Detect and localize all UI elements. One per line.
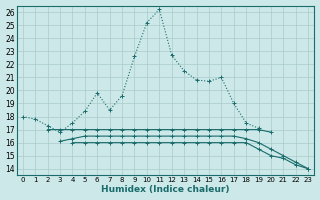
X-axis label: Humidex (Indice chaleur): Humidex (Indice chaleur) <box>101 185 230 194</box>
